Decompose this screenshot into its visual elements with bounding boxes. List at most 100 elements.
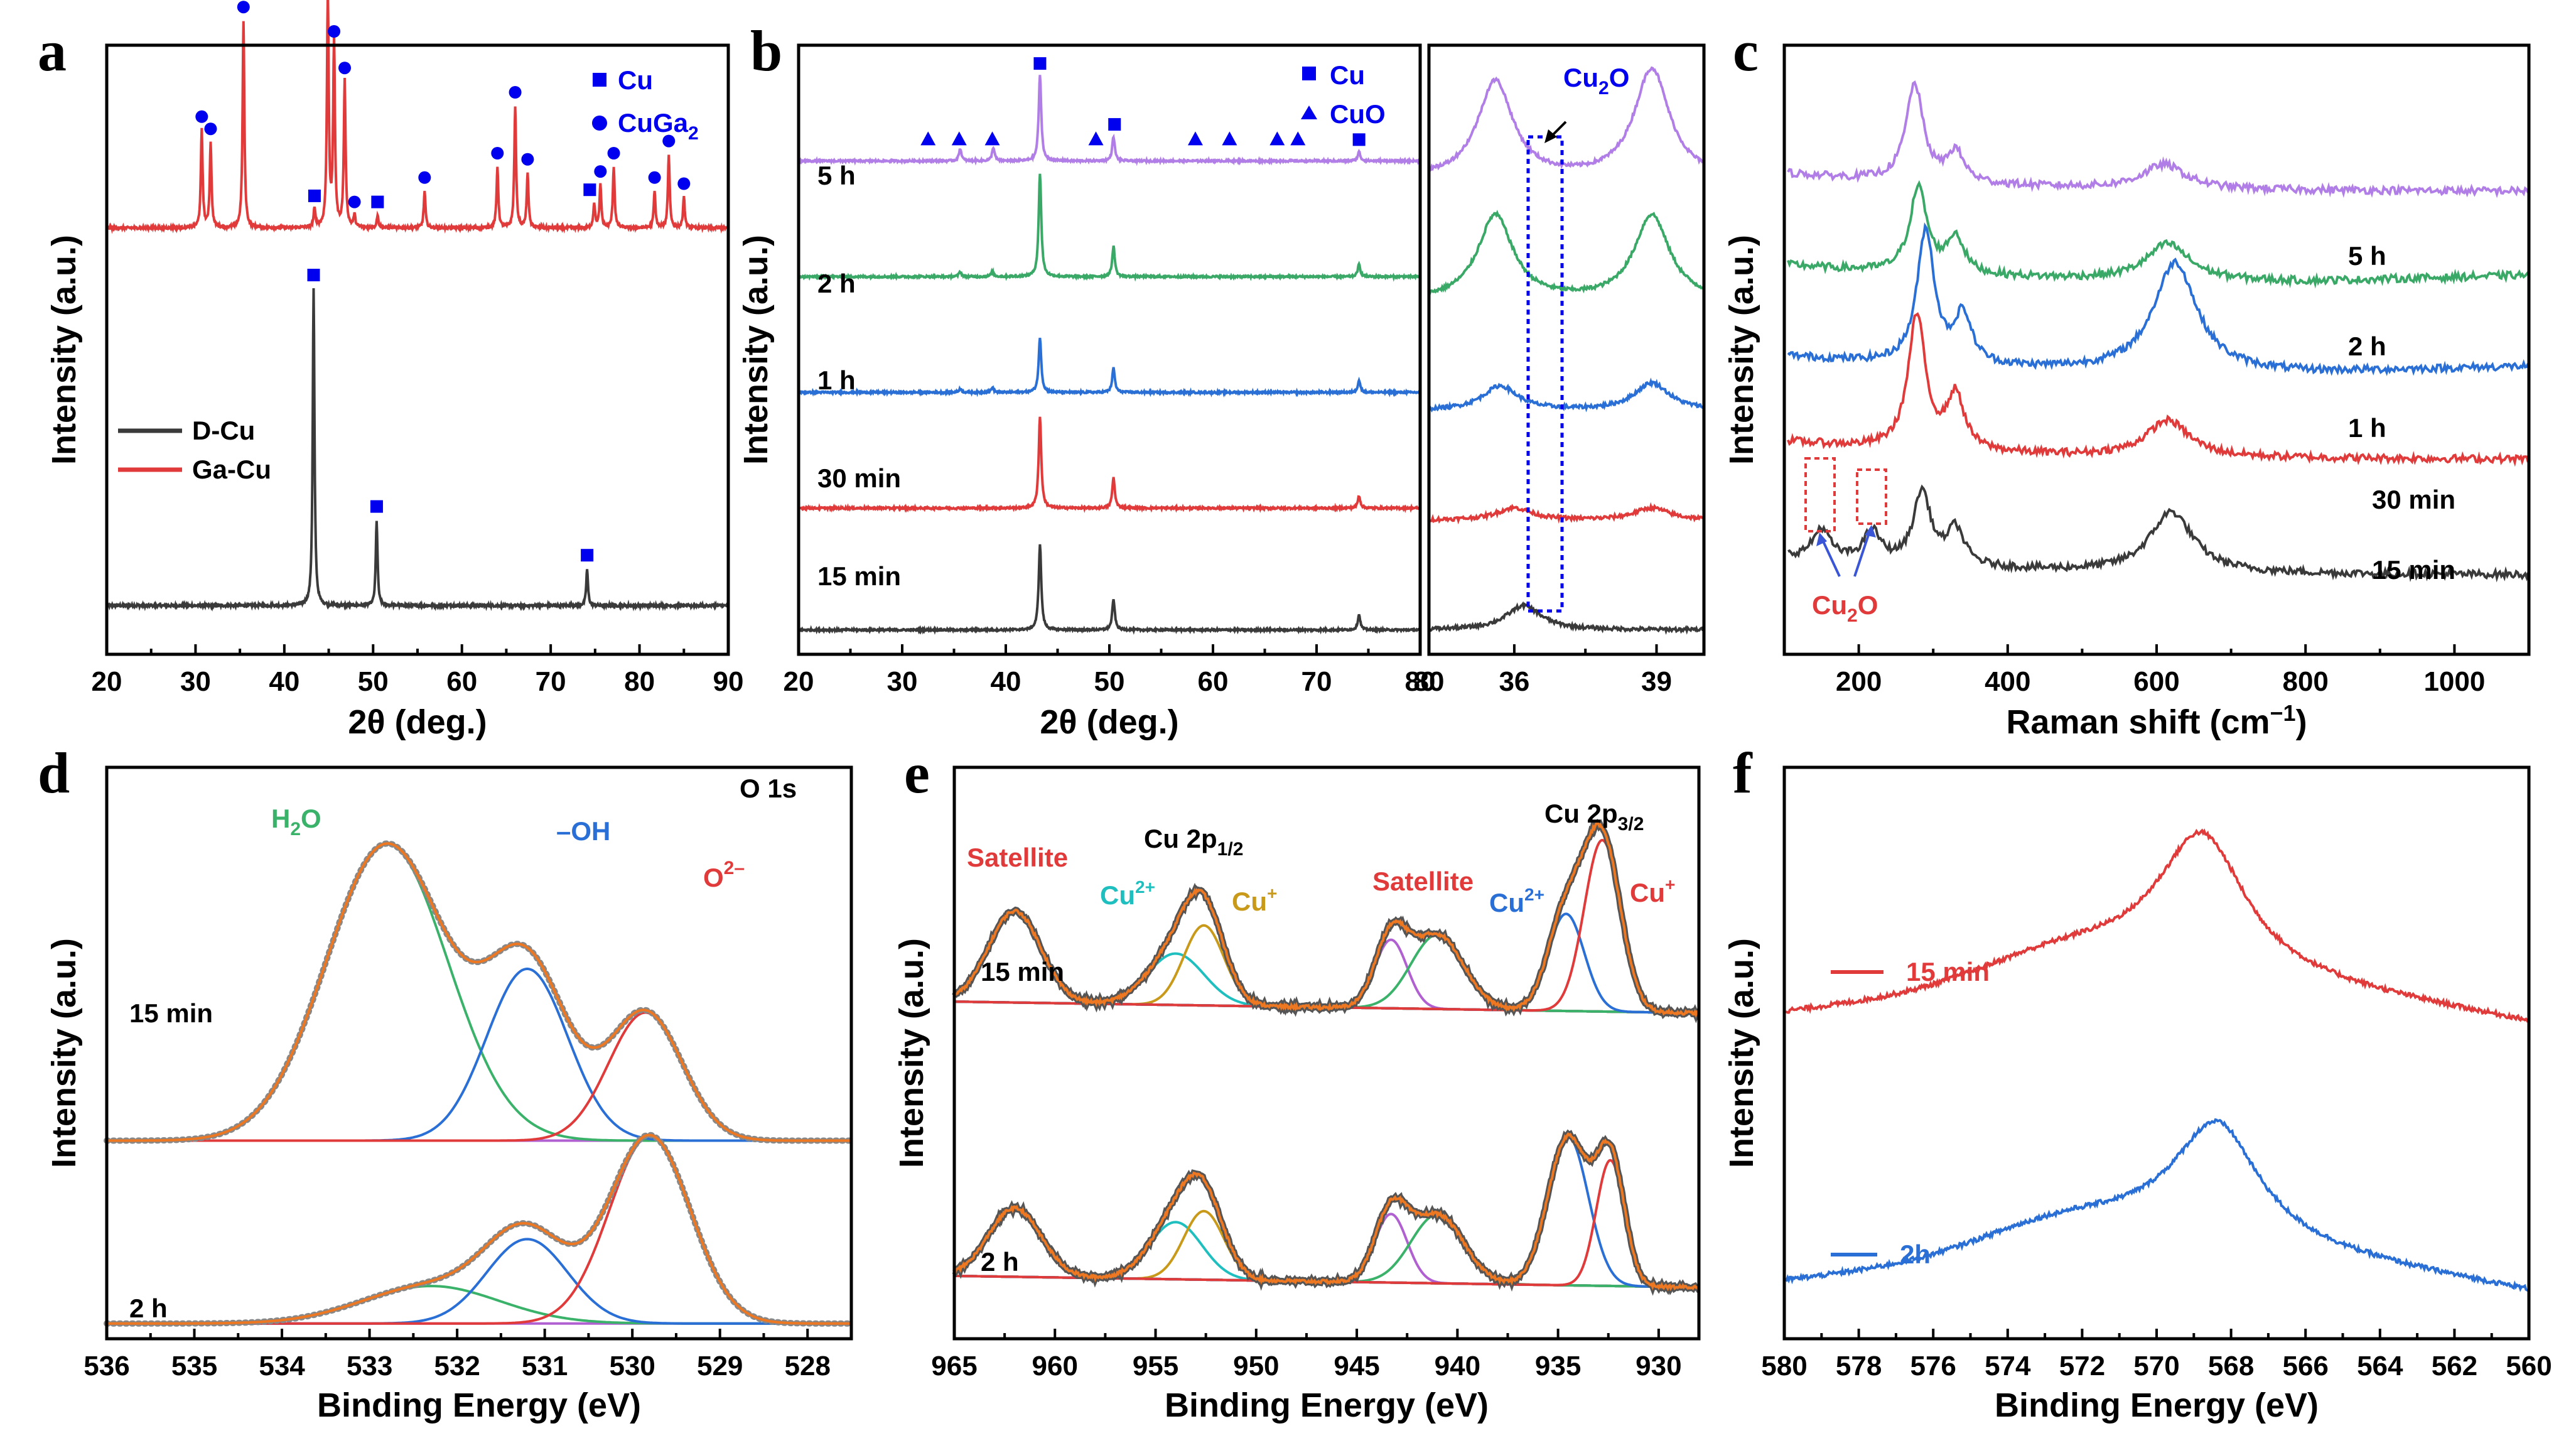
peak-marker-square [307,269,320,281]
b-label-2h: 2 h [817,269,856,298]
c-x-tick-label: 200 [1836,666,1882,697]
panel-d-x-ticks: 536 535 534 533 532 531 530 529 528 [84,1329,831,1381]
inset-series-line-30 min [1428,502,1704,525]
b-legend-cuo-triangle [1301,105,1317,119]
panel-c-x-ticks: 200 400 600 800 1000 [1836,644,2485,697]
series-line-D-Cu [105,288,728,612]
panel-c-y-axis-title: Intensity (a.u.) [1723,235,1760,465]
series-line-Ga-Cu [105,0,730,234]
a-legend-cuga2-circle [592,116,607,131]
e-x-tick-label: 965 [931,1351,977,1381]
e-label-cu2p12: Cu 2p1/2 [1144,824,1243,860]
c-label-5h: 5 h [2348,241,2386,271]
panel-d-plot-area [104,840,854,1327]
b-x-tick-label: 70 [1301,666,1332,697]
panel-e-y-axis-title: Intensity (a.u.) [893,938,930,1168]
e-label-15min: 15 min [981,957,1064,986]
c-cu2o-box-left [1804,457,1836,532]
a-x-tick-label: 60 [446,666,477,697]
c-x-tick-label: 600 [2133,666,2179,697]
b-x-tick-label: 60 [1198,666,1229,697]
raman-line-1 h [1787,222,2530,377]
b-x-tick-label: 80 [1405,666,1436,697]
peak-marker-square [308,189,321,202]
d-label-15min: 15 min [129,998,213,1028]
b-label-15min: 15 min [817,561,901,591]
e-label-cuplus-1: Cu+ [1232,883,1277,916]
inset-series-line-15 min [1428,601,1705,635]
peak-marker-square [371,195,384,208]
panel-letter-c: c [1733,19,1759,83]
panel-e-frame [952,765,1701,1341]
e-x-tick-label: 930 [1636,1351,1681,1381]
peak-marker-circle [195,110,208,123]
a-x-tick-label: 20 [92,666,122,697]
peak-marker-triangle [951,131,967,146]
panel-f-y-axis-title: Intensity (a.u.) [1723,938,1760,1168]
f-x-tick-label: 568 [2208,1351,2254,1381]
panel-b-inset-plot-area [1428,66,1705,635]
d-x-tick-label: 535 [171,1351,217,1381]
peak-marker-triangle [1290,131,1306,146]
panel-b-x-ticks: 20 30 40 50 60 70 80 [784,644,1436,697]
xps-o1s-envelope [107,1133,851,1325]
d-x-tick-label: 528 [785,1351,831,1381]
panel-b-inset: 36 39 80 Cu2O [1414,43,1706,697]
peak-marker-circle [237,1,250,14]
c-cu2o-label: Cu2O [1812,590,1878,626]
e-x-tick-label: 950 [1233,1351,1279,1381]
b-x-tick-label: 30 [887,666,918,697]
d-label-h2o: H2O [271,804,321,840]
xps-f-line-2h [1783,1118,2529,1292]
peak-marker-square [1352,133,1366,146]
peak-marker-circle [491,147,504,159]
inset-series-line-1 h [1428,377,1705,413]
e-x-tick-label: 960 [1032,1351,1078,1381]
c-label-30min: 30 min [2372,485,2455,514]
e-x-tick-label: 945 [1334,1351,1379,1381]
f-x-tick-label: 572 [2059,1351,2105,1381]
peak-marker-triangle [1187,131,1203,146]
e-x-tick-label: 940 [1435,1351,1480,1381]
raman-line-30 min [1787,312,2530,467]
a-x-tick-label: 50 [358,666,389,697]
peak-marker-triangle [1269,131,1285,146]
peak-marker-square [583,183,596,197]
series-line-1 h [797,337,1421,398]
a-legend-cu-square [593,73,606,87]
e-label-cu2plus-1: Cu2+ [1100,877,1155,910]
peak-marker-circle [607,147,620,159]
panel-b-inset-frame [1427,43,1706,656]
f-label-2h: 2h [1900,1240,1931,1269]
d-label-oh: –OH [556,816,610,846]
panel-e-plot-area [952,818,1701,1296]
panel-a-y-axis-title: Intensity (a.u.) [45,235,83,465]
panel-c-plot-area [1787,80,2530,583]
a-legend-cuga2-label: CuGa2 [618,108,699,144]
f-label-15min: 15 min [1906,957,1990,986]
d-x-tick-label: 532 [434,1351,480,1381]
c-x-tick-label: 400 [1985,666,2030,697]
panel-a-plot-area [105,0,730,612]
panel-letter-a: a [38,19,67,83]
c-x-tick-label: 800 [2282,666,2328,697]
d-x-tick-label: 531 [522,1351,568,1381]
f-x-tick-label: 562 [2432,1351,2477,1381]
xps-cu2p-envelope [953,1132,1700,1292]
peak-marker-circle [521,153,534,166]
b-label-30min: 30 min [817,463,901,493]
e-label-satellite-1: Satellite [967,843,1068,872]
panel-b-y-axis-title: Intensity (a.u.) [737,235,775,465]
a-legend-dcu-label: D-Cu [192,416,255,445]
panel-d-x-axis-title: Binding Energy (eV) [317,1386,641,1424]
a-legend-gacu-label: Ga-Cu [192,455,271,484]
f-x-tick-label: 576 [1910,1351,1956,1381]
a-x-tick-label: 90 [713,666,744,697]
peak-marker-square [1033,57,1047,70]
panel-f-x-ticks: 580 578 576 574 572 570 568 566 564 562 560 [1761,1329,2552,1381]
b-legend-cu-label: Cu [1330,60,1365,90]
b-label-5h: 5 h [817,161,856,190]
panel-c: c 200 400 600 800 1000 Raman shift (cm−1) In… [1723,19,2531,741]
d-label-2h: 2 h [129,1294,168,1323]
panel-b-plot-area [797,57,1421,635]
